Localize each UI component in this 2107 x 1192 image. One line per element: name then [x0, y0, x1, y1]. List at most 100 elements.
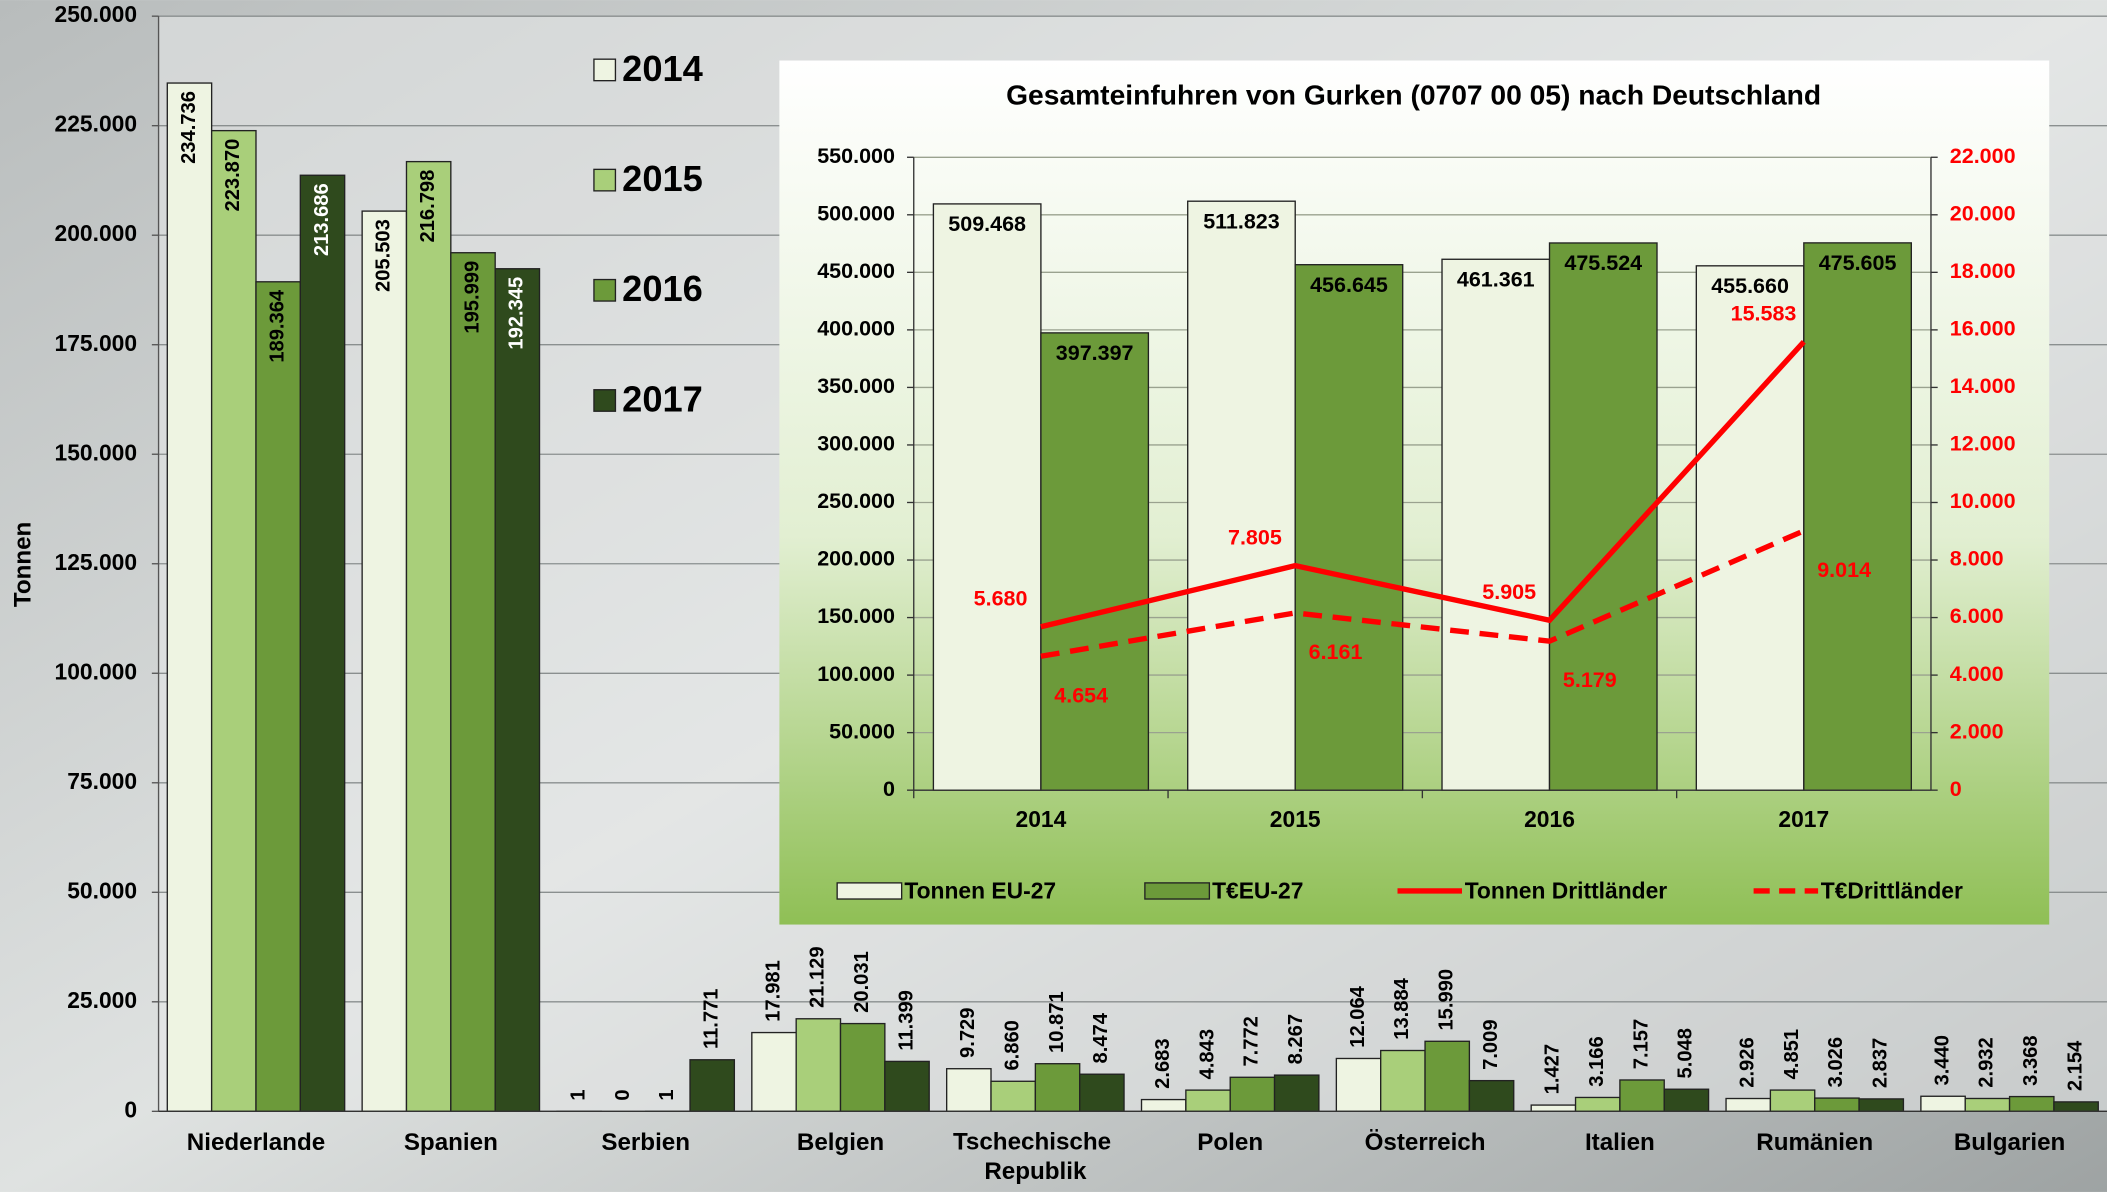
bar — [1769, 1089, 1816, 1112]
y-tick-label: 100.000 — [817, 662, 895, 686]
bar — [1187, 200, 1296, 791]
bar — [1548, 242, 1658, 791]
y-tick-label: 50.000 — [829, 719, 895, 743]
value-label: 3.368 — [2020, 1035, 2042, 1085]
value-label: 461.361 — [1457, 267, 1535, 291]
legend-label: 2014 — [622, 48, 703, 89]
y2-tick-label: 16.000 — [1950, 317, 2016, 341]
bar — [494, 268, 541, 1112]
value-label: 13.884 — [1391, 977, 1413, 1039]
value-label: 216.798 — [417, 170, 439, 243]
y-tick-label: 550.000 — [817, 144, 895, 168]
y-tick-label: 100.000 — [55, 658, 138, 684]
bar — [2008, 1095, 2055, 1113]
bar — [1814, 1097, 1860, 1113]
value-label: 5.905 — [1482, 580, 1536, 604]
bar — [2053, 1101, 2099, 1113]
bar — [1441, 258, 1551, 791]
value-label: 6.860 — [1002, 1020, 1024, 1070]
bar — [361, 210, 408, 1112]
y-tick-label: 0 — [124, 1096, 137, 1122]
line — [1040, 340, 1806, 630]
bar — [1380, 1049, 1426, 1112]
bar — [450, 252, 496, 1112]
value-label: 15.583 — [1731, 302, 1797, 326]
value-label: 195.999 — [461, 261, 483, 334]
bar — [932, 203, 1042, 791]
line — [1040, 528, 1805, 659]
y-tick-label: 0 — [883, 777, 895, 801]
legend-swatch — [593, 58, 617, 82]
value-label: 213.686 — [311, 183, 333, 256]
y-tick-label: 500.000 — [817, 201, 895, 225]
y-tick-label: 300.000 — [817, 432, 895, 456]
y2-tick-label: 22.000 — [1950, 144, 2016, 168]
value-label: 7.009 — [1480, 1019, 1502, 1069]
bar — [1335, 1057, 1382, 1113]
bar — [1468, 1079, 1515, 1112]
legend-swatch — [836, 882, 903, 900]
value-label: 2.683 — [1152, 1038, 1174, 1088]
x-tick-label: Bulgarien — [1954, 1129, 2065, 1156]
value-label: 10.871 — [1046, 991, 1068, 1053]
bar — [1229, 1076, 1276, 1112]
y2-tick-label: 14.000 — [1950, 374, 2016, 398]
bar — [1803, 242, 1912, 791]
x-tick-label: 2015 — [1270, 806, 1321, 832]
bar — [210, 129, 257, 1113]
bar — [1619, 1079, 1665, 1112]
legend-label: 2015 — [622, 158, 703, 199]
bar — [884, 1060, 930, 1112]
bar — [839, 1022, 886, 1112]
bar — [990, 1080, 1037, 1113]
value-label: 2.932 — [1976, 1037, 1998, 1087]
x-tick-label: Österreich — [1365, 1129, 1486, 1156]
value-label: 1.427 — [1542, 1044, 1564, 1094]
bar — [1294, 264, 1404, 791]
value-label: 4.843 — [1196, 1029, 1218, 1079]
value-label: 6.161 — [1309, 640, 1363, 664]
bar — [795, 1018, 842, 1112]
legend-label: 2017 — [622, 378, 703, 419]
value-label: 5.048 — [1675, 1028, 1697, 1078]
bar — [1920, 1095, 1966, 1112]
value-label: 4.851 — [1781, 1029, 1803, 1079]
y-tick-label: 400.000 — [817, 317, 895, 341]
y-tick-label: 200.000 — [55, 220, 138, 246]
value-label: 205.503 — [373, 219, 395, 292]
y2-tick-label: 2.000 — [1950, 719, 2004, 743]
y2-tick-label: 4.000 — [1950, 662, 2004, 686]
value-label: 2.837 — [1870, 1038, 1892, 1088]
y-tick-label: 75.000 — [67, 768, 137, 794]
value-label: 5.680 — [974, 587, 1028, 611]
legend-label: Tonnen Drittländer — [1465, 877, 1668, 903]
legend-label: Tonnen EU-27 — [904, 877, 1056, 903]
bar — [1530, 1104, 1577, 1112]
legend-swatch — [1144, 882, 1211, 900]
value-label: 7.805 — [1228, 525, 1282, 549]
y-tick-label: 50.000 — [67, 877, 137, 903]
x-tick-label: Italien — [1585, 1129, 1655, 1156]
value-label: 475.605 — [1819, 251, 1897, 275]
legend-swatch — [593, 389, 617, 412]
value-label: 20.031 — [851, 951, 873, 1013]
bar — [166, 82, 213, 1113]
bar — [946, 1068, 992, 1112]
legend-swatch — [593, 168, 617, 192]
x-tick-label: Serbien — [601, 1129, 690, 1156]
y-tick-label: 175.000 — [55, 330, 138, 356]
value-label: 8.267 — [1285, 1014, 1307, 1064]
y-tick-label: 250.000 — [817, 489, 895, 513]
value-label: 3.026 — [1825, 1037, 1847, 1087]
x-tick-label: Belgien — [797, 1129, 884, 1156]
main-chart: 025.00050.00075.000100.000125.000150.000… — [55, 1, 2107, 1186]
value-label: 475.524 — [1564, 251, 1642, 275]
legend-label: T€EU-27 — [1212, 877, 1303, 903]
inset-chart: 0 50.000 100.000 150.000 200.000 250.000 300.0… — [817, 144, 2015, 903]
legend-label: T€Drittländer — [1821, 877, 1963, 903]
legend-swatch — [593, 278, 617, 302]
value-label: 2.154 — [2064, 1040, 2086, 1091]
bar — [1725, 1097, 1772, 1113]
y2-tick-label: 10.000 — [1950, 489, 2016, 513]
